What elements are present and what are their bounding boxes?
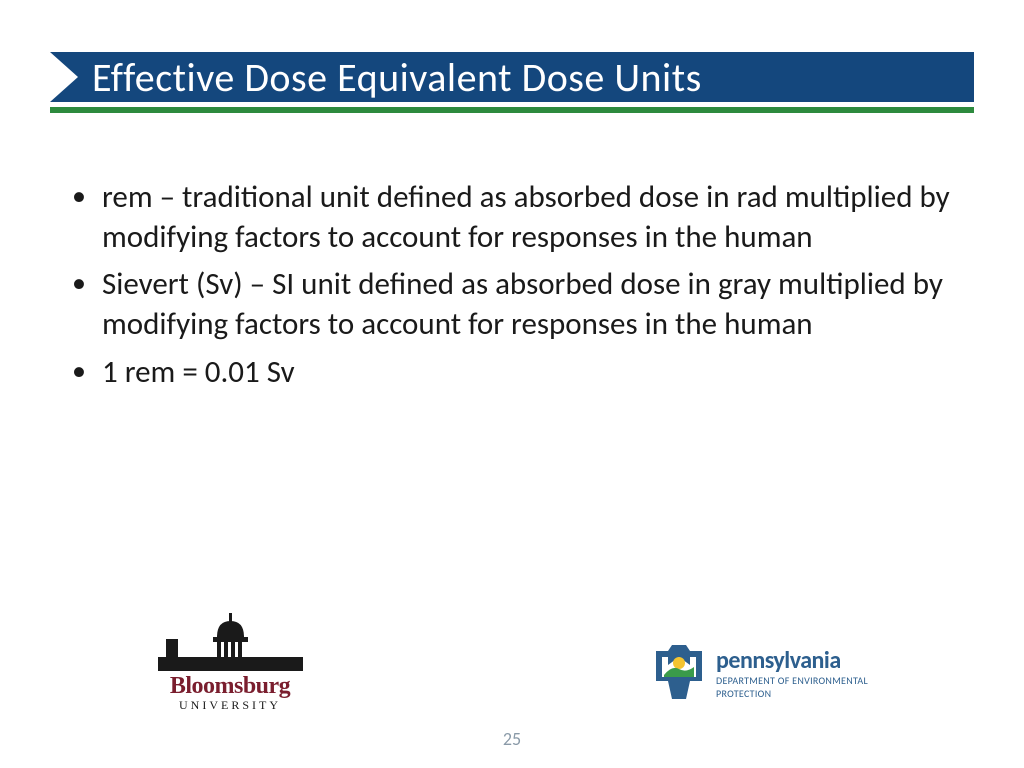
bullet-item: rem – traditional unit defined as absorb… bbox=[62, 178, 962, 257]
slide-title: Effective Dose Equivalent Dose Units bbox=[50, 53, 702, 102]
bloomsburg-logo: Bloomsburg UNIVERSITY bbox=[125, 613, 335, 718]
bloomsburg-sub: UNIVERSITY bbox=[179, 698, 281, 713]
title-bar: Effective Dose Equivalent Dose Units bbox=[50, 52, 974, 102]
pa-text-block: pennsylvania DEPARTMENT OF ENVIRONMENTAL… bbox=[716, 646, 868, 700]
pa-dept-line2: PROTECTION bbox=[716, 688, 868, 701]
logo-base bbox=[158, 657, 303, 671]
pa-name: pennsylvania bbox=[716, 646, 868, 675]
bloomsburg-name: Bloomsburg bbox=[170, 673, 290, 700]
bullet-item: 1 rem = 0.01 Sv bbox=[62, 353, 962, 393]
green-divider bbox=[50, 107, 974, 113]
keystone-icon bbox=[652, 643, 706, 703]
pennsylvania-logo: pennsylvania DEPARTMENT OF ENVIRONMENTAL… bbox=[652, 638, 972, 708]
page-number: 25 bbox=[503, 728, 521, 750]
content-area: rem – traditional unit defined as absorb… bbox=[62, 178, 962, 400]
bullet-item: Sievert (Sv) – SI unit defined as absorb… bbox=[62, 265, 962, 344]
title-arrow-icon bbox=[50, 52, 78, 102]
pa-dept-line1: DEPARTMENT OF ENVIRONMENTAL bbox=[716, 675, 868, 688]
dome-icon bbox=[203, 613, 258, 661]
bullet-list: rem – traditional unit defined as absorb… bbox=[62, 178, 962, 392]
